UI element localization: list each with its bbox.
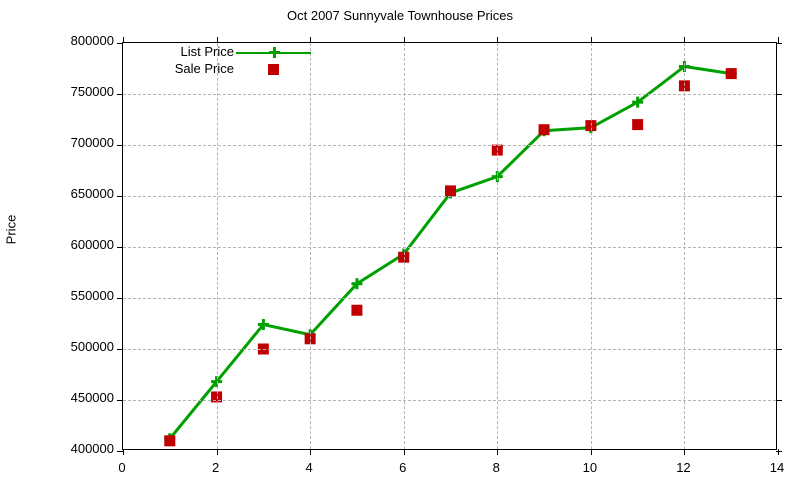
x-axis-tick <box>310 37 312 43</box>
y-axis-tick <box>117 94 123 95</box>
y-axis-tick-label: 400000 <box>70 441 114 456</box>
chart-legend: List Price Sale Price <box>136 44 320 80</box>
datapoint-sale-price-9 <box>538 124 550 136</box>
y-axis-tick-labels: 400000 450000 500000 550000 600000 650000 7000… <box>0 0 114 480</box>
y-axis-tick-label: 650000 <box>70 186 114 201</box>
datapoint-list-price-3 <box>257 319 269 331</box>
y-axis-tick <box>117 298 123 299</box>
x-axis-tick <box>778 449 779 455</box>
x-axis-tick-label: 4 <box>305 460 313 475</box>
gridline-horizontal <box>123 145 776 146</box>
y-axis-tick <box>117 400 123 401</box>
datapoint-list-price-5 <box>351 278 363 290</box>
legend-square-marker-icon <box>268 64 279 75</box>
x-axis-tick-label: 10 <box>582 460 598 475</box>
gridline-horizontal <box>123 247 776 248</box>
gridline-vertical <box>216 43 218 449</box>
x-axis-tick-label: 2 <box>211 460 220 475</box>
datapoint-sale-price-13 <box>725 68 737 80</box>
gridline-vertical <box>684 43 686 449</box>
y-axis-tick-label: 600000 <box>70 237 114 252</box>
legend-entry-sale-price: Sale Price <box>136 61 320 78</box>
x-axis-tick <box>403 37 405 43</box>
gridline-horizontal <box>123 400 776 401</box>
gridline-horizontal <box>123 349 776 350</box>
y-axis-tick <box>776 43 782 44</box>
x-axis-tick <box>403 449 405 455</box>
y-axis-tick <box>776 349 782 350</box>
y-axis-tick <box>776 298 782 299</box>
y-axis-tick <box>776 451 782 452</box>
series-line-list-price <box>168 64 732 440</box>
x-axis-tick <box>123 449 124 455</box>
y-axis-tick-label: 800000 <box>70 33 114 48</box>
gridline-horizontal <box>123 196 776 197</box>
x-axis-tick-label: 6 <box>399 460 407 475</box>
datapoint-sale-price-7 <box>445 185 456 197</box>
x-axis-tick <box>497 37 499 43</box>
gridline-vertical <box>497 43 499 449</box>
y-axis-tick <box>776 400 782 401</box>
x-axis-tick <box>216 449 218 455</box>
gridline-horizontal <box>123 298 776 299</box>
y-axis-tick <box>117 247 123 248</box>
gridline-vertical <box>403 43 405 449</box>
y-axis-tick <box>776 247 782 248</box>
gridline-vertical <box>590 43 592 449</box>
y-axis-tick-label: 700000 <box>70 135 114 150</box>
y-axis-tick <box>776 196 782 197</box>
y-axis-tick <box>117 349 123 350</box>
legend-entry-list-price: List Price <box>136 44 320 61</box>
y-axis-tick <box>776 145 782 146</box>
chart-title: Oct 2007 Sunnyvale Townhouse Prices <box>287 8 513 23</box>
datapoint-sale-price-1 <box>164 435 176 447</box>
y-axis-tick <box>117 451 123 452</box>
x-axis-tick <box>778 37 779 43</box>
y-axis-tick <box>117 43 123 44</box>
x-axis-tick <box>590 37 592 43</box>
y-axis-tick <box>117 145 123 146</box>
legend-label-list-price: List Price <box>180 44 234 59</box>
legend-plus-marker-icon <box>269 47 280 58</box>
x-axis-tick <box>590 449 592 455</box>
y-axis-tick-label: 500000 <box>70 339 114 354</box>
y-axis-tick <box>776 94 782 95</box>
legend-label-sale-price: Sale Price <box>174 61 234 76</box>
datapoint-sale-price-5 <box>351 304 363 316</box>
x-axis-tick <box>684 37 686 43</box>
y-axis-tick-label: 750000 <box>70 84 114 99</box>
gridline-horizontal <box>123 94 776 95</box>
x-axis-tick-label: 12 <box>676 460 691 475</box>
x-axis-tick <box>497 449 499 455</box>
x-axis-tick-label: 14 <box>769 460 785 475</box>
x-axis-tick-label: 8 <box>492 460 500 475</box>
x-axis-tick <box>123 37 124 43</box>
datapoint-sale-price-11 <box>632 119 644 131</box>
y-axis-tick <box>117 196 123 197</box>
y-axis-tick-label: 550000 <box>70 288 114 303</box>
y-axis-tick-label: 450000 <box>70 390 114 405</box>
x-axis-tick <box>310 449 312 455</box>
plot-area <box>117 37 782 455</box>
gridline-vertical <box>310 43 312 449</box>
x-axis-tick-label: 0 <box>118 460 126 475</box>
datapoint-list-price-11 <box>632 96 644 108</box>
x-axis-tick <box>684 449 686 455</box>
x-axis-tick <box>216 37 218 43</box>
